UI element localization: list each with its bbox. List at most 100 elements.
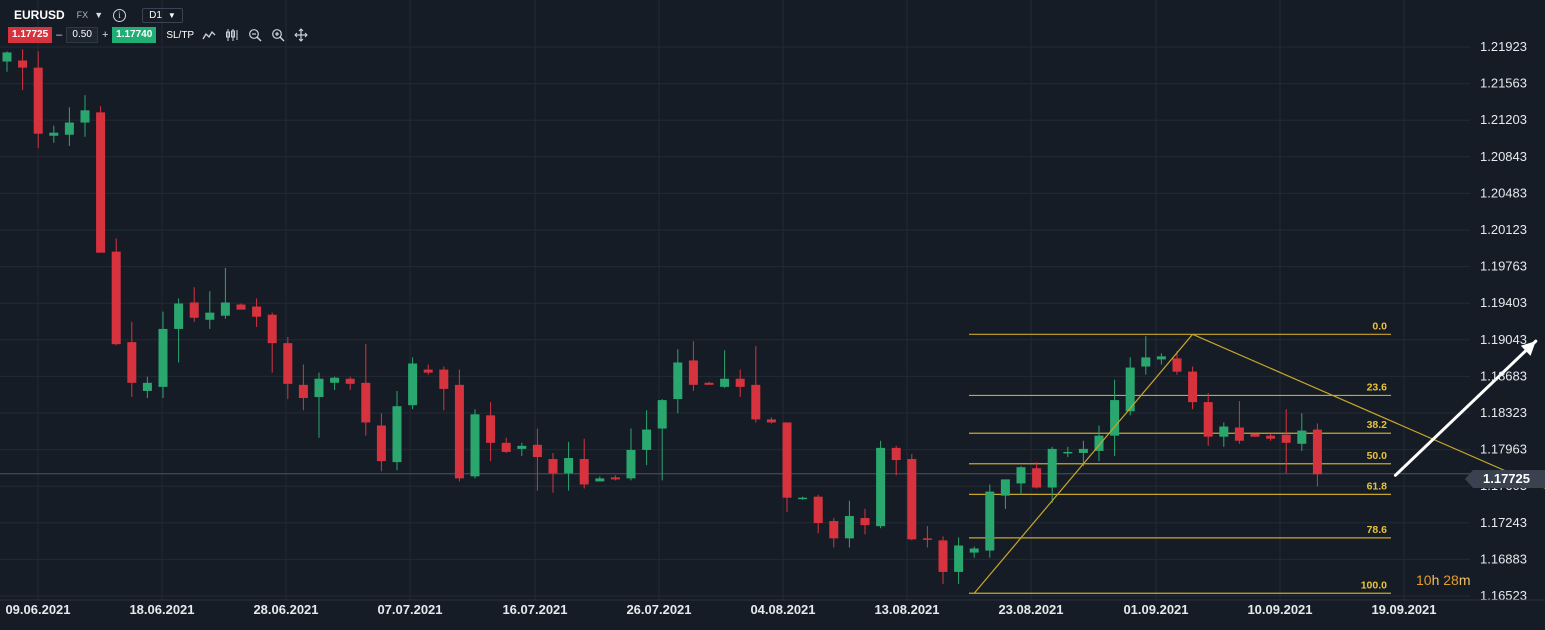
candle	[345, 376, 355, 390]
candle	[314, 372, 324, 438]
candle-body	[361, 382, 371, 423]
candle-body	[1281, 434, 1291, 443]
candle-body	[548, 459, 558, 474]
candle	[439, 366, 449, 411]
x-tick-label: 13.08.2021	[874, 602, 939, 617]
candle	[1234, 401, 1244, 444]
candle-body	[142, 382, 152, 391]
candle-body	[2, 52, 12, 62]
symbol-name[interactable]: EURUSD	[14, 8, 65, 22]
candle	[610, 475, 620, 481]
candle	[876, 440, 886, 529]
y-tick-label: 1.21203	[1480, 112, 1527, 127]
candle-body	[408, 363, 418, 406]
candle	[673, 349, 683, 414]
candle-body	[532, 444, 542, 458]
candle	[938, 536, 948, 585]
candle-body	[688, 360, 698, 385]
chart-toolbar: EURUSD FX ▼ i D1 ▼ 1.17725 – 0.50 + 1.17…	[0, 0, 360, 50]
sltp-button[interactable]: SL/TP	[166, 29, 195, 41]
y-tick-label: 1.19763	[1480, 259, 1527, 274]
candle	[361, 344, 371, 436]
time-axis[interactable]: 09.06.2021 18.06.2021 28.06.2021 07.07.2021…	[0, 599, 1545, 617]
candle	[486, 402, 496, 462]
candle	[330, 376, 340, 390]
candle-body	[1312, 429, 1322, 475]
candle	[423, 364, 433, 375]
candle-body	[626, 449, 636, 479]
symbol-dropdown-icon[interactable]: ▼	[94, 10, 104, 20]
info-icon[interactable]: i	[113, 8, 127, 22]
candle-body	[439, 369, 449, 389]
y-tick-label: 1.20123	[1480, 222, 1527, 237]
sell-button[interactable]: 1.17725	[8, 27, 53, 43]
candle	[985, 484, 995, 558]
increase-quantity-button[interactable]: +	[101, 29, 109, 41]
decrease-quantity-button[interactable]: –	[56, 29, 63, 41]
candle-body	[486, 415, 496, 443]
y-tick-label: 1.17963	[1480, 442, 1527, 457]
fib-level-label: 23.6	[1367, 381, 1388, 393]
candle-body	[189, 302, 199, 318]
x-tick-label: 28.06.2021	[253, 602, 318, 617]
fib-level-label: 61.8	[1367, 480, 1388, 492]
market-type: FX	[76, 10, 89, 20]
candle	[189, 287, 199, 322]
candle-body	[782, 422, 792, 498]
price-axis[interactable]: 1.21923 1.21563 1.21203 1.20843 1.20483 1.201…	[1480, 39, 1527, 603]
candle-body	[579, 459, 589, 485]
candle	[392, 390, 402, 471]
fib-level-label: 78.6	[1367, 524, 1388, 536]
x-tick-label: 23.08.2021	[998, 602, 1063, 617]
candle-body	[876, 447, 886, 527]
candle-body	[1078, 448, 1088, 453]
countdown-hours-unit: h	[1431, 572, 1440, 588]
timeframe-value: D1	[149, 9, 162, 21]
x-tick-label: 18.06.2021	[129, 602, 194, 617]
candle	[142, 376, 152, 399]
candle-body	[517, 445, 527, 449]
candle-body	[18, 60, 28, 68]
candle-body	[1016, 467, 1026, 484]
candle	[2, 51, 12, 72]
timeframe-select[interactable]: D1 ▼	[142, 7, 183, 23]
candle	[579, 438, 589, 489]
candle	[642, 410, 652, 466]
countdown-hours: 10	[1416, 572, 1432, 588]
fib-level-label: 0.0	[1372, 320, 1387, 332]
candle	[595, 476, 605, 482]
candle-body	[454, 384, 464, 479]
candle-body	[33, 67, 43, 134]
candle-body	[657, 400, 667, 429]
candles-layer	[2, 49, 1322, 585]
candle-body	[220, 302, 230, 316]
candles-icon[interactable]	[224, 28, 240, 42]
candle-countdown: 10h 28m	[1416, 572, 1471, 588]
candle	[844, 500, 854, 548]
crosshair-icon[interactable]	[293, 28, 309, 42]
candle-body	[1172, 358, 1182, 372]
candle	[298, 364, 308, 411]
line-chart-icon[interactable]	[201, 28, 217, 42]
zoom-in-icon[interactable]	[270, 28, 286, 42]
candle	[1125, 357, 1135, 416]
candle	[548, 452, 558, 493]
candle	[829, 518, 839, 548]
candle	[969, 546, 979, 558]
candle-body	[111, 251, 121, 345]
candle	[96, 106, 106, 253]
fib-level-label: 50.0	[1367, 450, 1388, 462]
x-tick-label: 19.09.2021	[1371, 602, 1436, 617]
fib-level-label: 100.0	[1361, 579, 1387, 591]
current-price-tag: 1.17725	[1465, 470, 1545, 488]
y-tick-label: 1.20483	[1480, 185, 1527, 200]
candle-body	[1032, 468, 1042, 488]
quantity-input[interactable]: 0.50	[66, 27, 99, 43]
zoom-out-icon[interactable]	[247, 28, 263, 42]
buy-button[interactable]: 1.17740	[112, 27, 157, 43]
candle-body	[376, 425, 386, 462]
y-tick-label: 1.17243	[1480, 515, 1527, 530]
candle	[1063, 446, 1073, 458]
arrow-head	[1520, 341, 1536, 356]
